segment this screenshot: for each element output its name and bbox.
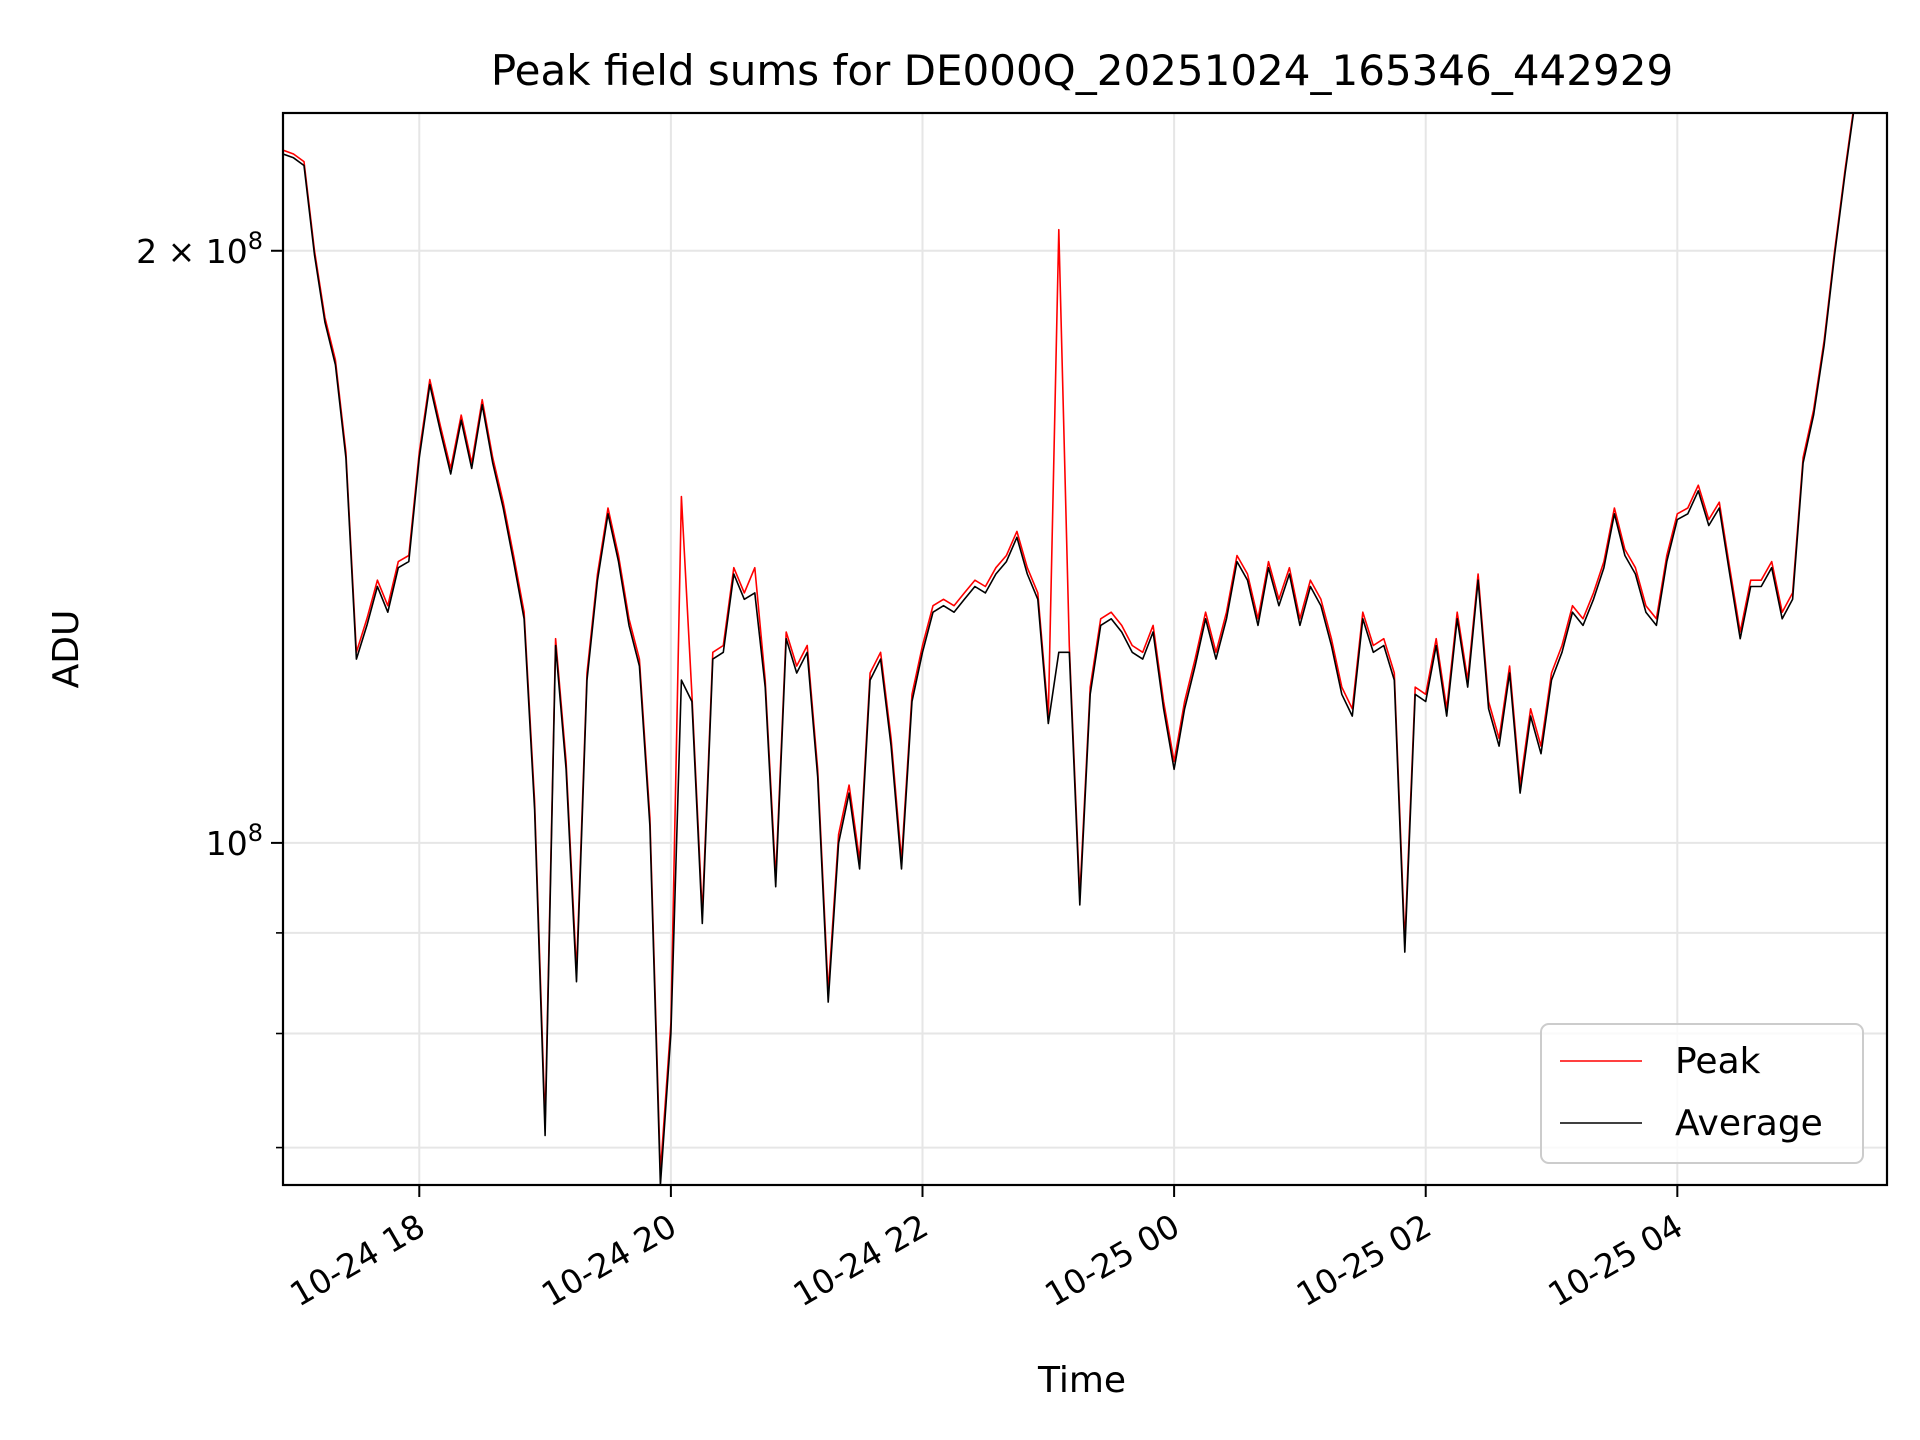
- x-tick-label: 10-25 00: [1038, 1206, 1186, 1314]
- x-tick-label: 10-25 04: [1541, 1206, 1689, 1314]
- y-tick-label-base: 10: [206, 824, 248, 863]
- x-tick-label: 10-24 20: [535, 1206, 683, 1314]
- y-tick-label: 2 × 108: [136, 227, 263, 271]
- y-tick-label-exponent: 8: [248, 227, 263, 255]
- legend-box: [1540, 1023, 1864, 1164]
- x-tick-label: 10-25 02: [1290, 1206, 1438, 1314]
- y-axis-label: ADU: [46, 610, 87, 689]
- y-tick-label-exponent: 8: [248, 819, 263, 847]
- series-line-peak: [283, 113, 1854, 1174]
- series-line-average: [283, 113, 1855, 1185]
- x-tick-label: 10-24 22: [787, 1206, 935, 1314]
- y-tick-label-base: 2 × 10: [136, 232, 248, 271]
- series-layer: [283, 113, 1855, 1185]
- x-tick-label: 10-24 18: [283, 1206, 431, 1314]
- y-tick-label: 108: [206, 819, 263, 863]
- legend-label-peak: Peak: [1675, 1041, 1761, 1082]
- legend: Peak Average: [1540, 1023, 1864, 1164]
- x-axis-ticks: 10-24 18 10-24 20 10-24 22 10-25 00 10-25 02…: [283, 1185, 1689, 1314]
- plot-frame: [281, 111, 1889, 1187]
- chart-title: Peak field sums for DE000Q_20251024_1653…: [491, 46, 1673, 95]
- legend-label-average: Average: [1675, 1103, 1823, 1144]
- x-axis-label: Time: [1037, 1360, 1126, 1401]
